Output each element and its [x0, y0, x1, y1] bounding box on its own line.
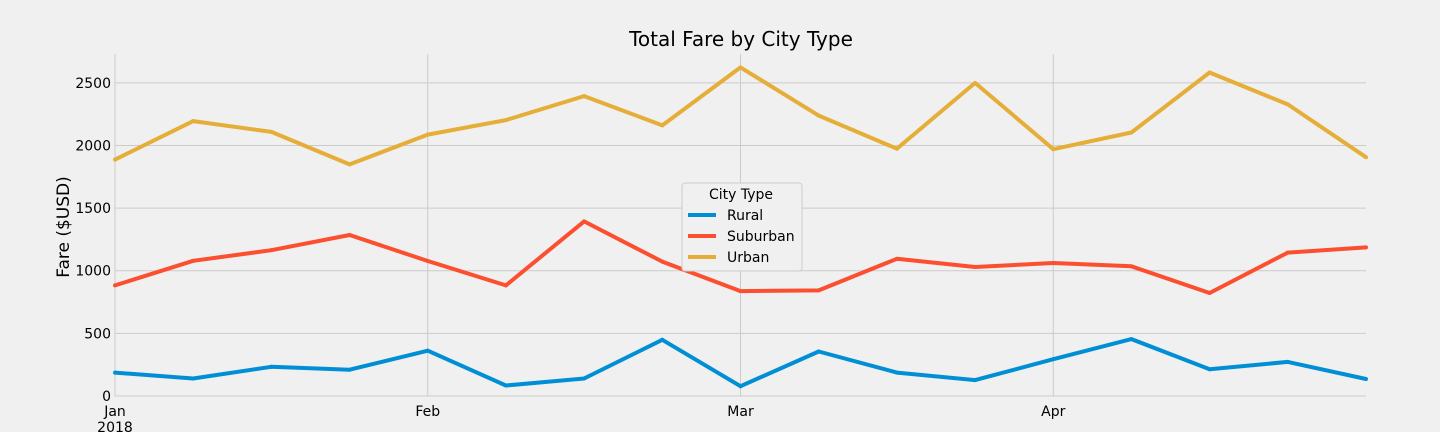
- data-point: [582, 219, 587, 224]
- data-point: [1207, 291, 1212, 296]
- data-point: [973, 378, 978, 383]
- data-point: [503, 283, 508, 288]
- data-point: [1364, 155, 1368, 160]
- data-point: [1207, 367, 1212, 372]
- data-point: [1207, 70, 1212, 75]
- x-tick-label: Jan: [103, 404, 126, 420]
- data-point: [582, 94, 587, 99]
- data-point: [347, 233, 352, 238]
- x-tick-label: Feb: [415, 404, 440, 420]
- y-tick-labels: 0 500 1000 1500 2000 2500: [75, 76, 111, 405]
- data-point: [894, 256, 899, 261]
- legend-title: City Type: [709, 187, 773, 203]
- legend-label: Suburban: [727, 229, 795, 245]
- chart-title: Total Fare by City Type: [628, 27, 853, 51]
- y-tick-label: 2000: [75, 138, 111, 154]
- y-tick-label: 500: [84, 326, 111, 342]
- data-point: [1285, 250, 1290, 255]
- data-point: [1129, 337, 1134, 342]
- data-point: [894, 146, 899, 151]
- data-point: [503, 118, 508, 123]
- data-point: [1364, 245, 1368, 250]
- series-suburban: [113, 219, 1368, 296]
- data-point: [191, 258, 196, 263]
- y-tick-label: 1500: [75, 201, 111, 217]
- data-point: [113, 283, 117, 288]
- data-point: [269, 248, 274, 253]
- data-point: [425, 132, 430, 137]
- data-point: [425, 348, 430, 353]
- series-rural: [113, 337, 1368, 389]
- data-point: [816, 113, 821, 118]
- series-urban: [113, 65, 1368, 167]
- data-point: [816, 288, 821, 293]
- data-point: [1129, 130, 1134, 135]
- y-axis-label: Fare ($USD): [54, 176, 74, 278]
- x-tick-label: Mar: [727, 404, 754, 420]
- series-lines: [113, 65, 1368, 389]
- data-point: [425, 258, 430, 263]
- legend-label: Rural: [727, 208, 763, 224]
- y-tick-label: 1000: [75, 264, 111, 280]
- data-point: [347, 162, 352, 167]
- data-point: [1051, 357, 1056, 362]
- data-point: [503, 383, 508, 388]
- legend: City Type Rural Suburban Urban: [681, 182, 803, 272]
- data-point: [269, 364, 274, 369]
- y-tick-label: 0: [102, 389, 111, 405]
- legend-label: Urban: [727, 250, 769, 266]
- data-point: [269, 129, 274, 134]
- data-point: [1129, 264, 1134, 269]
- x-tick-label: Apr: [1041, 404, 1065, 420]
- data-point: [738, 65, 743, 70]
- data-point: [113, 370, 117, 375]
- y-tick-label: 2500: [75, 76, 111, 92]
- data-point: [660, 337, 665, 342]
- data-point: [347, 367, 352, 372]
- data-point: [1285, 102, 1290, 107]
- data-point: [973, 80, 978, 85]
- data-point: [191, 376, 196, 381]
- data-point: [738, 289, 743, 294]
- data-point: [660, 259, 665, 264]
- data-point: [1051, 260, 1056, 265]
- data-point: [894, 370, 899, 375]
- data-point: [816, 349, 821, 354]
- data-point: [1364, 376, 1368, 381]
- data-point: [1051, 147, 1056, 152]
- x-tick-sublabel: 2018: [97, 420, 133, 432]
- data-point: [973, 264, 978, 269]
- data-point: [582, 376, 587, 381]
- data-point: [113, 157, 117, 162]
- data-point: [738, 384, 743, 389]
- data-point: [1285, 359, 1290, 364]
- legend-box: [681, 182, 803, 272]
- data-point: [660, 123, 665, 128]
- data-point: [191, 119, 196, 124]
